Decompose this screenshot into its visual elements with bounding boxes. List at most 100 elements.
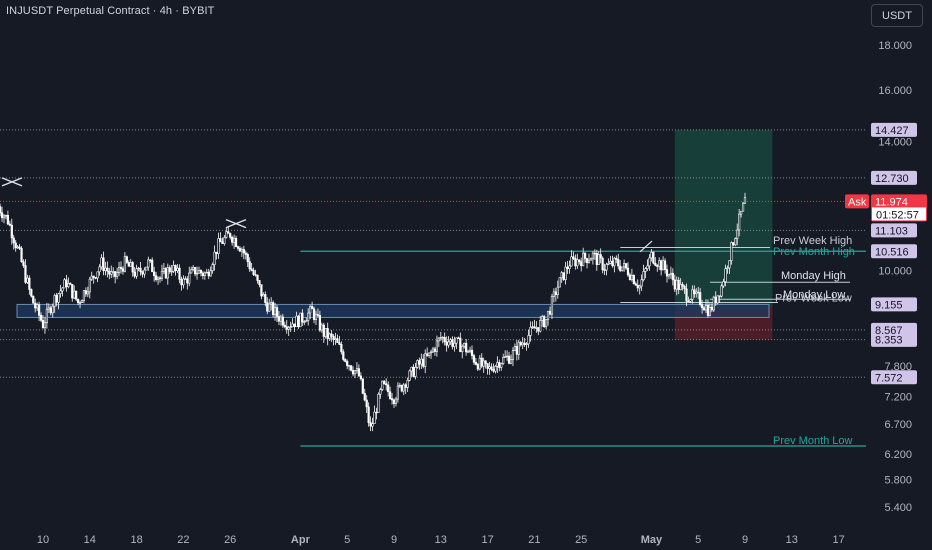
candle [424, 349, 427, 374]
candle [656, 263, 659, 272]
candle-body [207, 271, 210, 277]
candle-body [702, 307, 706, 311]
candle [396, 382, 400, 403]
price-level-tag: 8.567 [875, 325, 903, 337]
candle-body [457, 337, 460, 339]
candle-body [225, 231, 228, 238]
candle-body [303, 321, 306, 323]
candle-body [355, 368, 359, 372]
candle-body [153, 271, 156, 276]
candle-body [336, 338, 339, 343]
candle-body [12, 237, 15, 244]
candle-body [441, 337, 444, 339]
candle-body [728, 260, 731, 269]
candle [225, 227, 228, 239]
candle [502, 353, 505, 365]
candle [77, 298, 80, 306]
candle-body [369, 422, 372, 427]
candle [285, 319, 288, 334]
candle [277, 311, 281, 326]
candle-body [156, 277, 160, 280]
candle [595, 249, 598, 271]
candle [609, 255, 612, 265]
candle [675, 276, 678, 296]
candle-body [197, 270, 201, 274]
candle-body [277, 316, 281, 322]
candle-body [523, 342, 526, 345]
candle [104, 261, 107, 276]
candle [527, 329, 530, 348]
candle [248, 257, 251, 272]
candle-body [541, 316, 544, 321]
candle-body [348, 365, 351, 367]
candle [607, 258, 610, 266]
candle-body [139, 267, 142, 272]
candle-body [656, 265, 659, 267]
candle-body [77, 298, 80, 304]
candle [543, 314, 546, 328]
candle [312, 306, 316, 324]
candle [743, 192, 747, 204]
candle-body [455, 337, 458, 344]
candle [661, 256, 665, 271]
candle-body [367, 406, 370, 423]
candle-body [648, 257, 651, 267]
time-tick-label: 26 [224, 534, 236, 546]
candle [244, 250, 247, 260]
candle-body [710, 306, 713, 311]
candle-body [408, 370, 411, 381]
candle [322, 322, 325, 343]
currency-button[interactable]: USDT [871, 4, 923, 27]
candle [8, 220, 11, 227]
candle-body [188, 272, 191, 284]
candle [238, 246, 242, 252]
candle-body [691, 289, 694, 300]
candle [576, 253, 579, 270]
candle-body [431, 348, 435, 353]
candle [143, 267, 146, 278]
candle [310, 301, 314, 310]
candle-body [194, 267, 197, 275]
candle-body [149, 259, 152, 261]
candle [537, 327, 540, 336]
candle [36, 302, 39, 311]
candle-body [57, 293, 60, 303]
candle [546, 310, 550, 326]
candle [728, 260, 731, 275]
candle-body [28, 277, 31, 290]
candle-body [687, 300, 690, 303]
candle-body [34, 302, 37, 309]
candle-body [414, 367, 417, 377]
candle [394, 396, 398, 407]
candle [513, 343, 516, 352]
candle [587, 253, 591, 264]
candle-body [582, 252, 585, 267]
candle [320, 322, 323, 333]
candle-body [231, 237, 234, 243]
candle [398, 382, 401, 389]
candle-body [250, 268, 253, 271]
candle-body [437, 337, 440, 342]
candle-body [143, 269, 146, 275]
candle [611, 255, 614, 268]
candle [708, 303, 711, 317]
candle-body [342, 351, 345, 360]
candle-body [741, 202, 745, 212]
candle-body [400, 384, 403, 392]
candle [260, 284, 263, 300]
candle [658, 257, 661, 271]
price-tick-label: 7.200 [884, 392, 912, 404]
target-zone [674, 129, 773, 307]
candle-body [644, 268, 647, 272]
candle [16, 244, 19, 250]
candle [630, 268, 633, 282]
candle-body [32, 295, 35, 304]
price-level-tag-bg [871, 322, 917, 347]
candle-body [544, 319, 548, 328]
candle [293, 323, 296, 332]
candle [663, 258, 667, 274]
candle-body [634, 283, 637, 286]
candle [738, 209, 741, 237]
candle [724, 264, 727, 287]
